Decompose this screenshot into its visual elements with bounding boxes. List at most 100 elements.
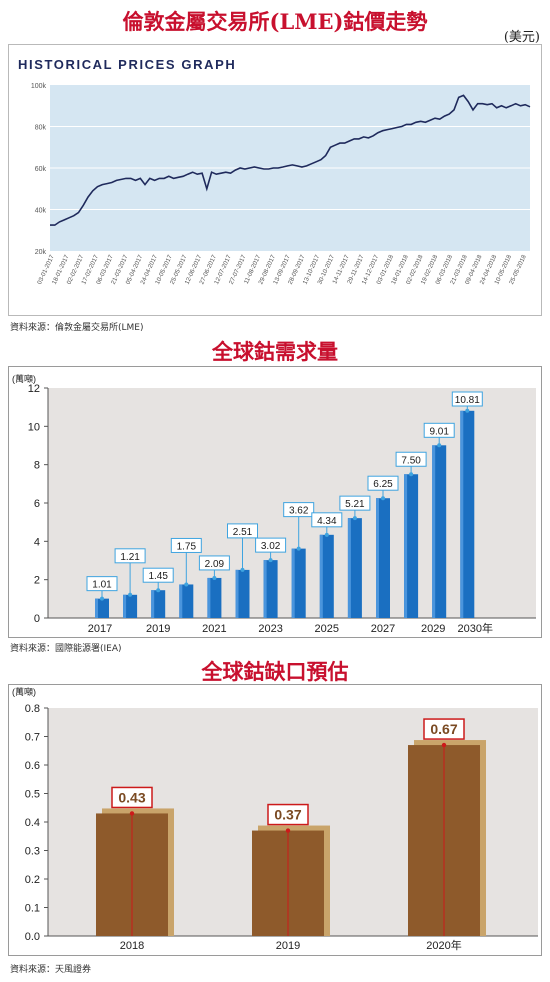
- leader-dot: [212, 575, 217, 580]
- leader-dot: [285, 828, 291, 833]
- cobalt-demand-bar-chart: (萬噸) 0 2 4 6 8 10 12 1.01 1.21 1.45 1.75 2.09 2.51 3.0…: [8, 366, 542, 638]
- demand-bar: [404, 474, 419, 618]
- y-tick-label: 0.0: [25, 931, 40, 943]
- leader-dot: [268, 558, 273, 563]
- demand-bar: [235, 569, 250, 618]
- bar-highlight: [376, 498, 379, 618]
- value-label: 6.25: [373, 479, 393, 490]
- demand-bar: [207, 577, 222, 618]
- gap-chart-title: 全球鈷缺口預估: [201, 659, 349, 684]
- leader-dot: [381, 496, 385, 501]
- y-tick-label: 0.6: [25, 760, 40, 772]
- leader-dot: [156, 588, 161, 593]
- x-tick-label: 2025: [315, 623, 339, 635]
- bar-highlight: [460, 410, 464, 618]
- y-tick-label: 0.3: [25, 846, 40, 858]
- y-tick-label: 4: [34, 536, 40, 548]
- value-label: 5.21: [345, 499, 365, 510]
- value-label-box: [451, 391, 483, 407]
- y-tick-label: 20k: [35, 249, 47, 256]
- y-tick-label: 80k: [35, 125, 47, 132]
- leader-dot: [240, 567, 245, 572]
- y-tick-label: 0.1: [25, 903, 40, 915]
- demand-bar: [460, 410, 475, 618]
- price-source-note: 資料來源：倫敦金屬交易所(LME): [10, 323, 144, 333]
- demand-bar: [347, 518, 362, 618]
- lme-price-line-chart: HISTORICAL PRICES GRAPH20k40k60k80k100k0…: [8, 44, 542, 316]
- bar-highlight: [432, 445, 436, 618]
- value-label: 7.50: [401, 455, 421, 466]
- leader-dot: [296, 546, 301, 551]
- price-chart-title: 倫敦金屬交易所(LME)鈷價走勢: [122, 9, 428, 34]
- leader-dot: [441, 742, 447, 748]
- y-axis-unit: (萬噸): [12, 373, 36, 384]
- value-label-box: [111, 786, 153, 809]
- value-label: 1.01: [92, 580, 112, 591]
- bar-highlight: [179, 584, 183, 618]
- x-tick-label: 2023: [258, 623, 282, 635]
- demand-bar: [123, 594, 138, 618]
- value-label: 3.02: [261, 541, 281, 552]
- demand-bar: [376, 498, 390, 618]
- value-label: 1.21: [120, 552, 140, 563]
- x-tick-label: 2021: [202, 623, 226, 635]
- demand-bar: [179, 584, 194, 618]
- value-label-box: [255, 537, 287, 553]
- gap-source-note: 資料來源：天風證券: [10, 965, 92, 975]
- leader-dot: [184, 582, 189, 587]
- chart-title: HISTORICAL PRICES GRAPH: [18, 57, 236, 72]
- leader-dot: [437, 443, 442, 448]
- y-tick-label: 0.2: [25, 874, 40, 886]
- bar-highlight: [235, 569, 239, 618]
- x-tick-label: 2019: [276, 940, 300, 952]
- y-tick-label: 40k: [35, 208, 47, 215]
- value-label-box: [423, 718, 465, 740]
- demand-bar: [151, 590, 166, 618]
- y-axis-unit: (萬噸): [12, 686, 36, 697]
- leader-dot: [324, 532, 329, 537]
- leader-dot: [465, 408, 470, 413]
- y-tick-label: 10: [28, 421, 40, 433]
- leader-dot: [129, 811, 135, 816]
- value-label-box: [267, 803, 309, 826]
- y-tick-label: 0.8: [25, 703, 40, 715]
- bar-highlight: [347, 518, 351, 618]
- leader-dot: [352, 516, 357, 521]
- price-unit-label: (美元): [503, 30, 540, 45]
- y-tick-label: 100k: [31, 83, 47, 90]
- bar-highlight: [404, 474, 408, 618]
- x-tick-label: 2020年: [426, 938, 461, 952]
- value-label: 1.75: [177, 541, 197, 552]
- y-tick-label: 12: [28, 383, 40, 395]
- bar-highlight: [151, 590, 155, 618]
- value-label-box: [283, 502, 315, 518]
- bar-highlight: [207, 577, 211, 618]
- x-tick-label: 2018: [120, 940, 144, 952]
- value-label-box: [198, 555, 230, 571]
- leader-dot: [100, 596, 104, 601]
- cobalt-gap-bar-chart: (萬噸) 0.0 0.1 0.2 0.3 0.4 0.5 0.6 0.7 0.8 0.43 2018 0…: [8, 684, 542, 956]
- demand-bar: [432, 445, 447, 618]
- demand-source-note: 資料來源：國際能源署(IEA): [10, 644, 122, 654]
- value-label-box: [423, 422, 455, 438]
- demand-chart-title: 全球鈷需求量: [212, 339, 338, 364]
- value-label: 0.43: [118, 789, 145, 805]
- value-label: 3.62: [289, 506, 309, 517]
- bar-highlight: [291, 548, 295, 618]
- bar-highlight: [95, 598, 98, 618]
- value-label-box: [114, 548, 146, 564]
- demand-bar: [319, 534, 334, 618]
- y-tick-label: 2: [34, 575, 40, 587]
- y-tick-label: 0: [34, 613, 40, 625]
- value-label: 1.45: [148, 571, 168, 582]
- value-label-box: [367, 475, 399, 491]
- demand-bar: [95, 598, 109, 618]
- y-tick-label: 0.4: [25, 817, 40, 829]
- value-label-box: [339, 495, 371, 511]
- value-label: 4.34: [317, 516, 337, 527]
- leader-dot: [409, 472, 414, 477]
- y-tick-label: 6: [34, 498, 40, 510]
- x-tick-label: 2017: [88, 623, 112, 635]
- y-tick-label: 0.7: [25, 732, 40, 744]
- value-label: 2.51: [233, 527, 253, 538]
